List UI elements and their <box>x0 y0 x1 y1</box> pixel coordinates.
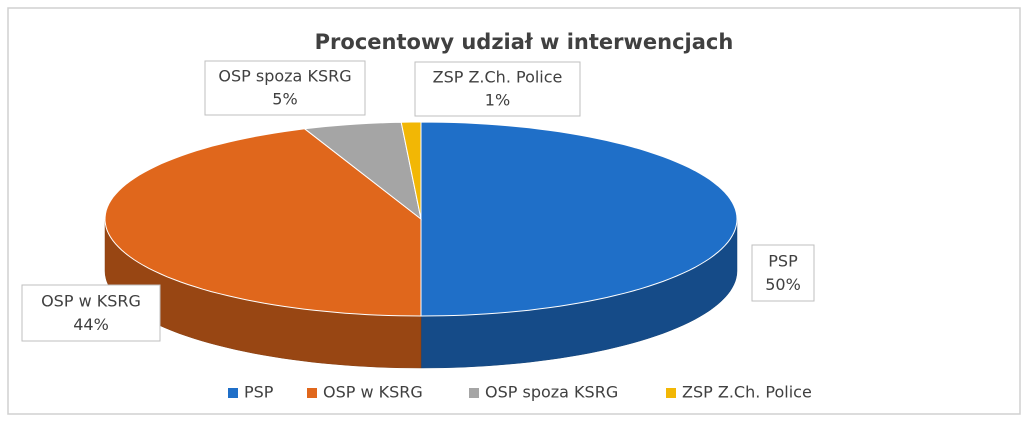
legend-swatch <box>307 388 317 398</box>
data-label-box <box>751 244 815 302</box>
chart-title: Procentowy udział w interwencjach <box>315 30 734 54</box>
data-label-name: PSP <box>768 251 798 270</box>
data-label-value: 44% <box>73 315 109 334</box>
slice <box>303 121 422 221</box>
legend-label: OSP spoza KSRG <box>485 383 618 402</box>
data-label-value: 50% <box>765 275 801 294</box>
data-label-value: 5% <box>272 89 297 108</box>
slice <box>104 128 422 317</box>
legend-label: PSP <box>244 383 274 402</box>
slice <box>420 121 738 317</box>
legend-label: ZSP Z.Ch. Police <box>682 383 812 402</box>
data-label-box <box>414 61 581 117</box>
slice <box>400 121 422 220</box>
data-label-name: OSP spoza KSRG <box>218 67 351 86</box>
legend-swatch <box>469 388 479 398</box>
data-label-name: ZSP Z.Ch. Police <box>433 68 563 87</box>
data-label-name: OSP w KSRG <box>41 291 141 310</box>
legend-swatch <box>228 388 238 398</box>
data-label-box <box>21 284 161 342</box>
legend-label: OSP w KSRG <box>323 383 423 402</box>
data-label-value: 1% <box>485 90 510 109</box>
data-label-box <box>204 60 366 116</box>
legend-swatch <box>666 388 676 398</box>
